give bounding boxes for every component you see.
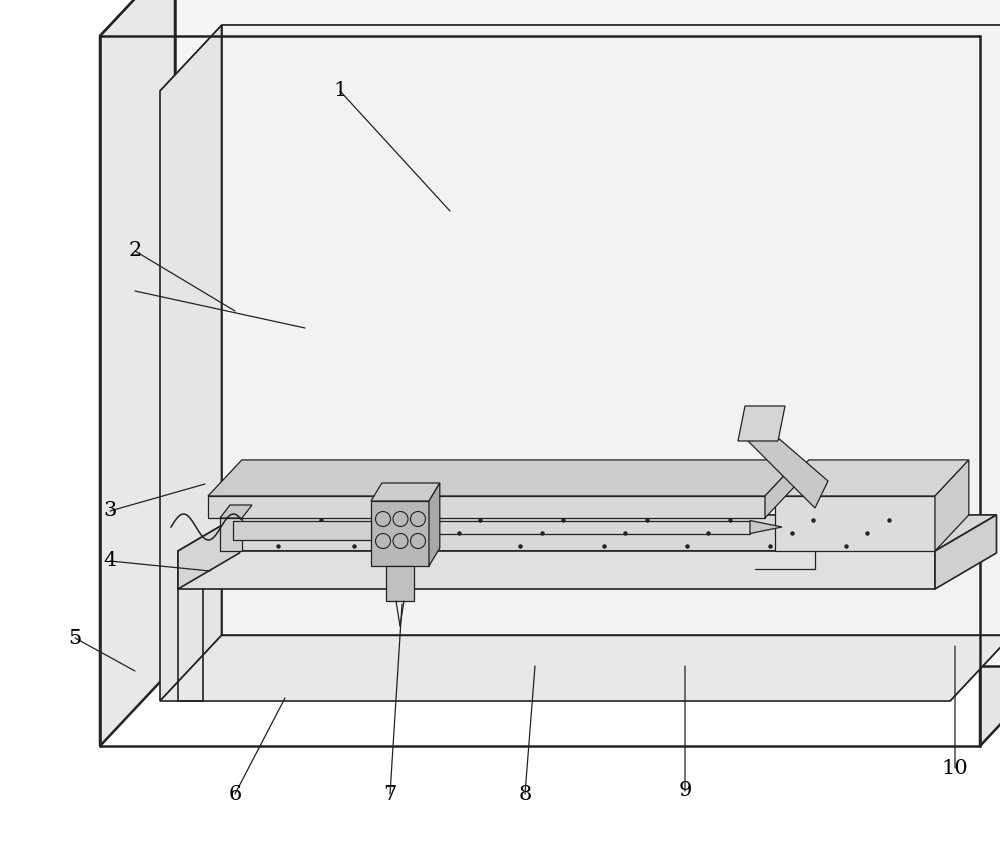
Polygon shape [175, 0, 1000, 666]
Text: 10: 10 [942, 759, 968, 778]
Polygon shape [371, 501, 429, 566]
Text: 7: 7 [383, 785, 397, 804]
Polygon shape [178, 515, 997, 551]
Text: 2: 2 [128, 242, 142, 261]
Polygon shape [935, 460, 969, 551]
Polygon shape [160, 636, 1000, 701]
Polygon shape [233, 520, 371, 540]
Polygon shape [429, 520, 750, 533]
Polygon shape [178, 515, 240, 589]
Polygon shape [738, 406, 785, 441]
Polygon shape [160, 25, 222, 701]
Text: 4: 4 [103, 552, 117, 571]
Polygon shape [429, 483, 440, 566]
Polygon shape [100, 0, 1000, 36]
Polygon shape [386, 566, 414, 601]
Polygon shape [980, 0, 1000, 746]
Polygon shape [208, 496, 765, 518]
Polygon shape [775, 496, 935, 551]
Polygon shape [935, 515, 997, 589]
Polygon shape [178, 551, 935, 589]
Text: 8: 8 [518, 785, 532, 804]
Polygon shape [160, 25, 1000, 91]
Polygon shape [100, 0, 175, 746]
Polygon shape [220, 505, 252, 518]
Polygon shape [222, 25, 1000, 636]
Polygon shape [371, 483, 440, 501]
Text: 3: 3 [103, 501, 117, 520]
Polygon shape [220, 518, 242, 551]
Polygon shape [750, 520, 782, 533]
Text: 2: 2 [0, 865, 1, 866]
Text: 1: 1 [333, 81, 347, 100]
Text: 9: 9 [678, 781, 692, 800]
Polygon shape [950, 25, 1000, 701]
Polygon shape [775, 460, 969, 496]
Polygon shape [208, 460, 799, 496]
Text: 5: 5 [68, 629, 82, 648]
Polygon shape [765, 460, 799, 518]
Text: 6: 6 [228, 785, 242, 804]
Polygon shape [748, 424, 828, 508]
